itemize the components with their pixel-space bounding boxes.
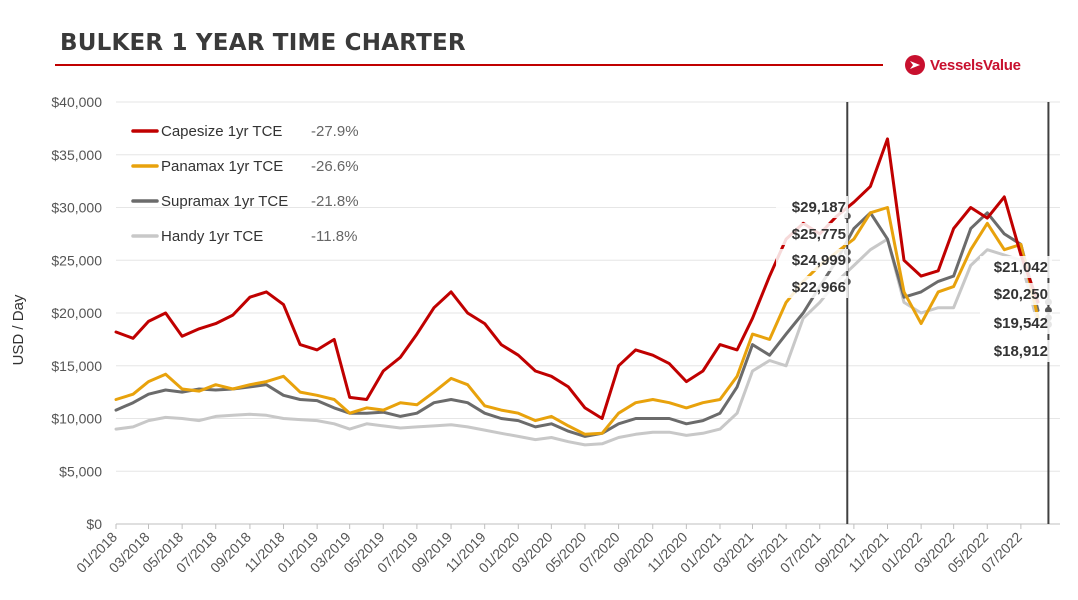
legend-label: Panamax 1yr TCE <box>161 158 283 175</box>
series-line <box>114 206 1040 436</box>
y-tick-label: $15,000 <box>51 358 102 374</box>
y-tick-label: $20,000 <box>51 305 102 321</box>
y-tick-label: $40,000 <box>51 94 102 110</box>
y-tick-label: $35,000 <box>51 147 102 163</box>
legend-change: -21.8% <box>311 193 359 210</box>
annotation-bg <box>776 223 848 245</box>
annotation-left: $29,187 <box>792 199 846 216</box>
annotation-bg <box>776 276 848 298</box>
legend-change: -26.6% <box>311 158 359 175</box>
y-tick-label: $30,000 <box>51 200 102 216</box>
legend: Capesize 1yr TCE -27.9% Panamax 1yr TCE -26… <box>131 123 359 245</box>
series-line <box>114 211 1040 438</box>
series-lines <box>114 137 1040 447</box>
annotation-bg <box>980 312 1052 334</box>
value-annotations: $29,187 $25,775 $24,999 $22,966 $21,042 $20,2… <box>776 196 1052 362</box>
annotation-bg <box>776 196 848 218</box>
legend-change: -27.9% <box>311 123 359 140</box>
legend-change: -11.8% <box>311 228 357 245</box>
brand-logo-group: VesselsValue <box>905 55 1021 75</box>
y-axis-ticks: $0 $5,000 $10,000 $15,000 $20,000 $25,000 $30,… <box>51 94 102 532</box>
y-tick-label: $5,000 <box>59 463 102 479</box>
y-tick-label: $0 <box>86 516 102 532</box>
annotation-left: $22,966 <box>792 279 846 296</box>
legend-label: Handy 1yr TCE <box>161 228 263 245</box>
annotation-right: $18,912 <box>994 343 1048 360</box>
annotation-bg <box>980 283 1052 305</box>
annotation-bg <box>776 249 848 271</box>
chart-title: BULKER 1 YEAR TIME CHARTER <box>60 30 466 56</box>
y-tick-label: $10,000 <box>51 411 102 427</box>
annotation-left: $24,999 <box>792 252 846 269</box>
title-underline <box>55 64 883 66</box>
y-tick-label: $25,000 <box>51 252 102 268</box>
annotation-bg <box>980 256 1052 278</box>
annotation-bg <box>980 340 1052 362</box>
annotation-right: $19,542 <box>994 315 1048 332</box>
brand-name: VesselsValue <box>930 56 1021 74</box>
legend-label: Supramax 1yr TCE <box>161 193 288 210</box>
annotation-right: $21,042 <box>994 259 1048 276</box>
series-line <box>114 137 1040 420</box>
vesselsvalue-logo-icon <box>905 55 925 75</box>
annotation-right: $20,250 <box>994 286 1048 303</box>
x-axis-ticks: 01/201803/201805/201807/201809/201811/20… <box>73 524 1025 576</box>
annotation-left: $25,775 <box>792 226 846 243</box>
y-axis-label: USD / Day <box>10 294 27 365</box>
legend-label: Capesize 1yr TCE <box>161 123 282 140</box>
series-line <box>114 237 1040 447</box>
